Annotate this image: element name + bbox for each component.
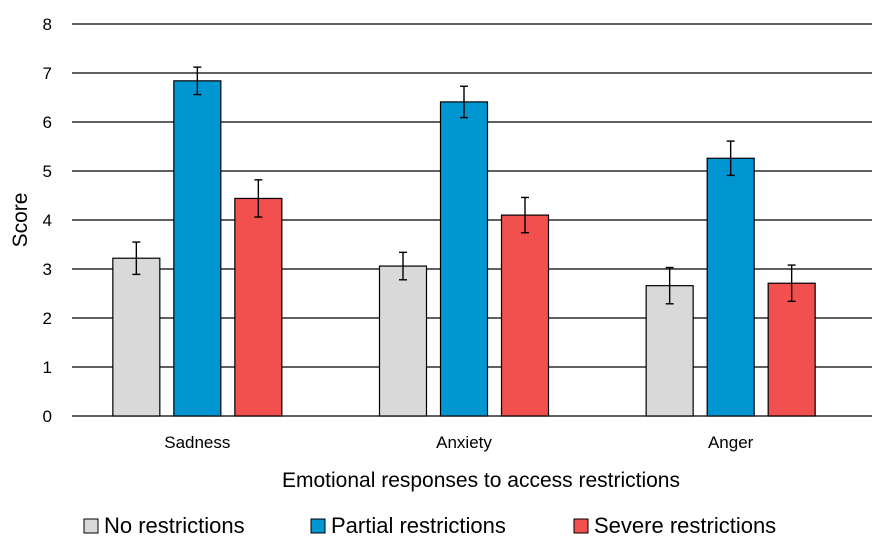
error-bar bbox=[132, 241, 141, 276]
legend-swatch bbox=[573, 518, 589, 534]
legend-item: Partial restrictions bbox=[310, 513, 506, 538]
bar bbox=[112, 257, 161, 417]
legend-swatch bbox=[310, 518, 326, 534]
error-bars bbox=[132, 66, 796, 305]
x-axis-ticks: Sadness Anxiety Anger bbox=[164, 433, 753, 452]
legend-swatch bbox=[83, 518, 99, 534]
legend: No restrictions Partial restrictions Sever… bbox=[83, 513, 776, 538]
bar bbox=[378, 265, 428, 417]
legend-label: Severe restrictions bbox=[594, 513, 776, 538]
error-bar bbox=[193, 66, 202, 96]
x-tick-label: Sadness bbox=[164, 433, 230, 452]
error-bar bbox=[521, 196, 529, 234]
bar bbox=[645, 285, 694, 417]
error-bar bbox=[665, 266, 674, 305]
bar bbox=[500, 214, 550, 417]
y-tick-label: 0 bbox=[43, 407, 52, 426]
bar bbox=[173, 80, 222, 417]
legend-item: Severe restrictions bbox=[573, 513, 776, 538]
bars bbox=[112, 80, 816, 417]
y-tick-label: 7 bbox=[43, 64, 52, 83]
y-tick-label: 6 bbox=[43, 113, 52, 132]
legend-item: No restrictions bbox=[83, 513, 245, 538]
y-tick-label: 1 bbox=[43, 358, 52, 377]
y-tick-label: 8 bbox=[43, 15, 52, 34]
error-bar bbox=[726, 140, 735, 177]
x-tick-label: Anxiety bbox=[436, 433, 492, 452]
bar bbox=[439, 101, 489, 417]
bar bbox=[706, 157, 755, 417]
x-tick-label: Anger bbox=[708, 433, 754, 452]
error-bar bbox=[254, 179, 263, 218]
error-bar bbox=[399, 251, 407, 281]
y-tick-label: 5 bbox=[43, 162, 52, 181]
error-bar bbox=[460, 85, 468, 119]
y-tick-label: 2 bbox=[43, 309, 52, 328]
y-tick-label: 3 bbox=[43, 260, 52, 279]
y-axis-title: Score bbox=[9, 193, 32, 248]
y-axis-ticks: 0 1 2 3 4 5 6 7 8 bbox=[43, 15, 52, 426]
bar bbox=[767, 282, 816, 417]
bar bbox=[234, 197, 283, 417]
legend-label: No restrictions bbox=[104, 513, 245, 538]
x-axis-title: Emotional responses to access restrictio… bbox=[282, 469, 680, 492]
legend-label: Partial restrictions bbox=[331, 513, 506, 538]
y-tick-label: 4 bbox=[43, 211, 52, 230]
error-bar bbox=[787, 264, 796, 303]
